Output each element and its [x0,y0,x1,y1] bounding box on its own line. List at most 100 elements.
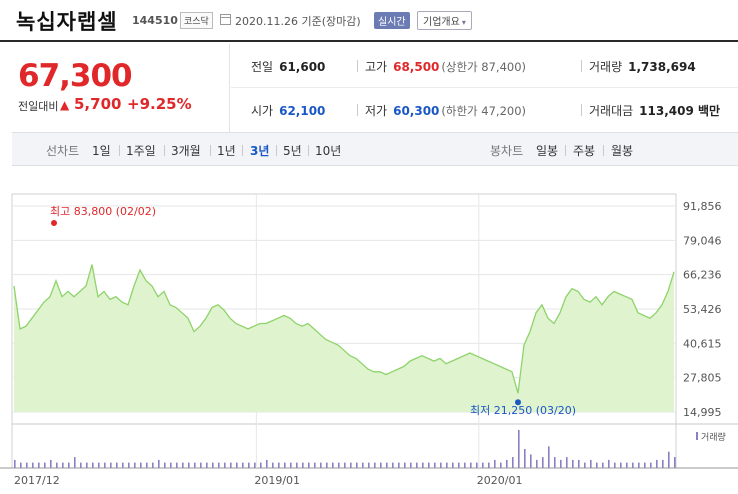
price-change: 5,700 [74,95,122,113]
volume-bar [524,449,526,468]
tab-daily-candle[interactable]: 일봉 [536,144,559,158]
divider [581,104,582,116]
y-tick-label: 27,805 [683,372,722,385]
stat-label: 저가 [365,104,388,118]
price-chart[interactable]: 91,856 79,046 66,236 53,426 40,615 27,805 14,9… [0,166,738,494]
prev-compare-label: 전일대비 [18,100,59,113]
volume-bar [626,462,628,468]
tab-1year[interactable]: 1년 [217,144,236,158]
volume-bar [506,459,508,468]
volume-legend-swatch [696,432,698,440]
volume-bar [128,462,130,468]
volume-bar [278,462,280,468]
volume-bar [356,462,358,468]
y-tick-label: 66,236 [683,269,722,282]
price-panel: 67,300 전일대비 ▲ 5,700 +9.25% [0,44,230,132]
volume-bar [200,462,202,468]
base-date: 2020.11.26 기준(장마감) [235,15,361,28]
divider [164,145,165,156]
y-tick-label: 53,426 [683,303,722,316]
volume-bar [488,462,490,468]
volume-bar [500,462,502,468]
volume-bar [296,462,298,468]
volume-bar [656,459,658,468]
tab-3month[interactable]: 3개월 [171,144,201,158]
volume-bar [242,462,244,468]
x-tick-label: 2017/12 [14,474,60,487]
volume-bar [164,462,166,468]
volume-bar [590,459,592,468]
stat-label: 고가 [365,60,388,74]
low-marker [515,399,521,406]
divider [357,60,358,72]
volume-bar [182,462,184,468]
stat-value: 1,738,694 [628,60,696,74]
price-line [13,264,675,394]
tab-10year[interactable]: 10년 [315,144,342,158]
realtime-button[interactable]: 실시간 [374,12,410,29]
volume-bar [116,462,118,468]
volume-bar [14,459,16,468]
volume-bar [68,462,70,468]
stat-value: 113,409 백만 [639,104,721,118]
tab-weekly-candle[interactable]: 주봉 [573,144,596,158]
volume-bar [44,462,46,468]
volume-bar [104,462,106,468]
y-tick-label: 79,046 [683,234,722,247]
volume-bar [620,462,622,468]
volume-bar [410,462,412,468]
divider [308,145,309,156]
volume-bar [218,462,220,468]
up-arrow-icon: ▲ [60,98,70,112]
low-annotation: 최저 21,250 (03/20) [470,404,576,417]
tab-1week[interactable]: 1주일 [126,144,156,158]
stats-row-1: 전일 61,600 고가 68,500 (상한가 87,400) 거래량 1,738,6… [231,44,738,88]
volume-bar [572,459,574,468]
stat-label: 시가 [251,104,274,118]
volume-bar [416,462,418,468]
overview-label: 기업개요 [423,17,460,28]
volume-bar [380,462,382,468]
divider [210,145,211,156]
line-chart-label: 선차트 [46,144,80,158]
market-badge: 코스닥 [180,12,213,29]
stat-amount: 거래대금 113,409 백만 [589,102,720,119]
volume-bar [170,462,172,468]
volume-bar [638,462,640,468]
volume-bar [80,462,82,468]
stat-open: 시가 62,100 [251,102,325,119]
volume-bar [74,457,76,468]
volume-bar [320,462,322,468]
tab-1day[interactable]: 1일 [92,144,111,158]
volume-bar [602,462,604,468]
volume-bar [272,462,274,468]
volume-bar [644,462,646,468]
company-overview-dropdown[interactable]: 기업개요 ▾ [417,11,472,30]
tab-5year[interactable]: 5년 [283,144,302,158]
volume-bar [518,430,520,468]
volume-bar [314,462,316,468]
volume-bar [650,462,652,468]
volume-bar [236,462,238,468]
divider [242,145,243,156]
volume-bar [668,451,670,468]
volume-bar [140,462,142,468]
tab-monthly-candle[interactable]: 월봉 [611,144,634,158]
chevron-down-icon: ▾ [461,18,466,27]
volume-bar [86,462,88,468]
volume-bar [122,462,124,468]
divider [565,145,566,156]
price-area [14,264,674,412]
volume-bar [158,459,160,468]
volume-bar [512,457,514,468]
volume-bar [26,462,28,468]
volume-bar [146,462,148,468]
company-name[interactable]: 녹십자랩셀 [16,10,118,34]
tab-3year[interactable]: 3년 [250,144,270,158]
volume-bar [176,462,178,468]
divider [276,145,277,156]
volume-bar [440,462,442,468]
volume-bar [530,454,532,468]
volume-bar [92,462,94,468]
volume-bar [338,462,340,468]
